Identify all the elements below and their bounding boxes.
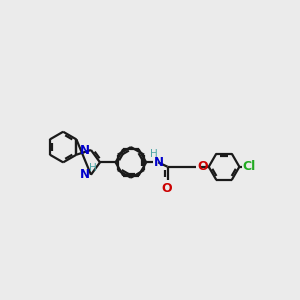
Text: N: N bbox=[80, 144, 89, 157]
Text: O: O bbox=[161, 182, 172, 195]
Text: H: H bbox=[89, 163, 97, 173]
Text: N: N bbox=[80, 168, 89, 181]
Text: O: O bbox=[197, 160, 208, 173]
Text: Cl: Cl bbox=[242, 160, 256, 173]
Text: N: N bbox=[154, 156, 164, 169]
Text: H: H bbox=[150, 149, 158, 159]
